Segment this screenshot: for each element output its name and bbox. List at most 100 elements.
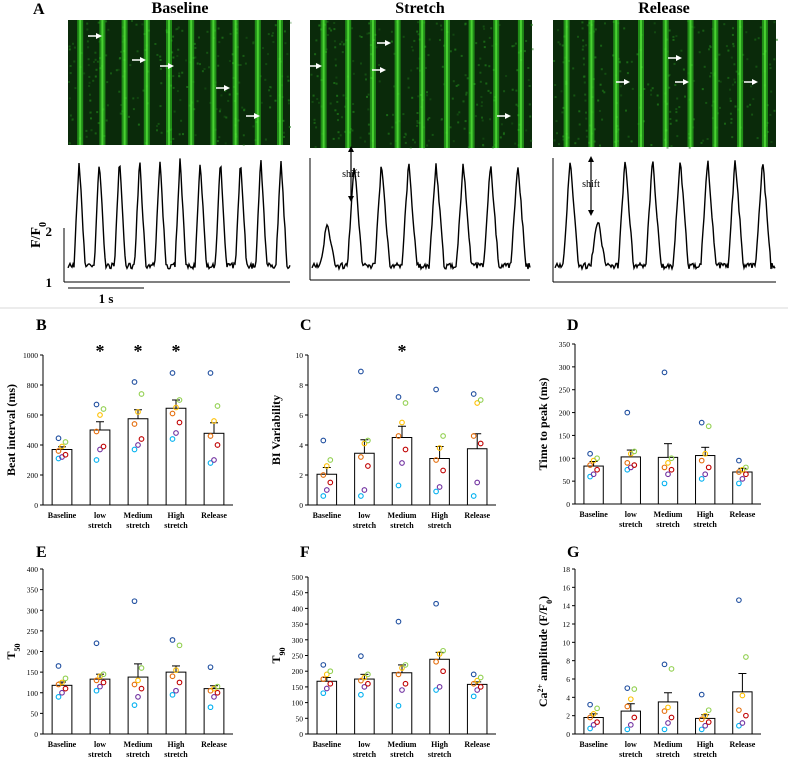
confocal-noise: [673, 62, 676, 65]
data-point: [320, 690, 327, 697]
category-label-3-line2: stretch: [164, 521, 188, 530]
confocal-noise: [475, 42, 478, 45]
confocal-noise: [176, 90, 179, 93]
confocal-noise: [282, 119, 285, 122]
confocal-noise: [491, 44, 494, 47]
confocal-noise: [675, 111, 678, 114]
data-point: [97, 683, 103, 690]
data-point: [323, 463, 330, 469]
bar-3: [695, 455, 716, 505]
confocal-noise: [204, 87, 207, 90]
data-point: [62, 685, 69, 692]
confocal-noise: [115, 69, 118, 72]
confocal-noise: [558, 143, 560, 146]
confocal-noise: [746, 105, 749, 108]
confocal-noise: [87, 64, 90, 67]
confocal-noise: [366, 95, 368, 98]
confocal-noise: [523, 50, 526, 53]
category-label-0: Baseline: [48, 511, 77, 520]
confocal-noise: [514, 42, 517, 45]
confocal-stripe-core: [664, 20, 667, 147]
data-point: [698, 457, 705, 464]
confocal-stripe-core: [714, 20, 717, 147]
confocal-stripe-core: [279, 20, 281, 145]
confocal-noise: [272, 32, 274, 35]
confocal-noise: [489, 118, 492, 121]
confocal-noise: [402, 113, 405, 116]
confocal-noise: [474, 115, 477, 118]
confocal-noise: [729, 112, 732, 115]
y-tick-label: 300: [559, 363, 571, 372]
data-point: [477, 674, 484, 681]
confocal-noise: [89, 111, 92, 114]
y-tick-label: 150: [292, 683, 304, 692]
confocal-noise: [577, 35, 579, 38]
category-label-3-line2: stretch: [428, 750, 452, 757]
arrow-head: [624, 79, 630, 85]
data-point: [395, 618, 402, 625]
confocal-noise: [86, 22, 89, 25]
confocal-noise: [316, 98, 319, 100]
panel-a-letter: A: [33, 1, 45, 18]
data-point: [358, 454, 364, 460]
confocal-noise: [676, 97, 679, 100]
category-label-2: Medium: [654, 510, 683, 519]
data-point: [365, 671, 371, 678]
confocal-noise: [269, 94, 272, 97]
confocal-noise: [156, 53, 159, 56]
confocal-noise: [449, 50, 452, 53]
confocal-noise: [367, 123, 370, 126]
confocal-noise: [482, 137, 485, 140]
confocal-noise: [562, 138, 565, 141]
confocal-noise: [336, 113, 339, 115]
data-point: [320, 493, 327, 499]
data-point: [661, 661, 668, 668]
confocal-noise: [462, 100, 465, 103]
confocal-noise: [651, 87, 654, 90]
confocal-noise: [284, 42, 287, 45]
data-point: [474, 400, 481, 406]
confocal-noise: [289, 21, 292, 24]
data-point: [358, 493, 364, 499]
data-point: [327, 668, 334, 675]
bar-3: [695, 717, 716, 735]
confocal-noise: [710, 72, 713, 75]
confocal-noise: [527, 67, 530, 69]
confocal-noise: [311, 100, 314, 103]
stretch-trace: [311, 163, 531, 271]
confocal-noise: [264, 78, 267, 81]
confocal-stripe-core: [689, 20, 692, 147]
data-point: [131, 421, 138, 427]
category-label-4: Release: [464, 511, 490, 520]
category-label-2: Medium: [388, 740, 417, 749]
data-point: [594, 466, 600, 473]
data-point: [395, 671, 402, 678]
confocal-noise: [702, 29, 705, 32]
confocal-noise: [89, 99, 92, 102]
category-label-1: low: [625, 510, 637, 519]
shift-arrow-head-up: [348, 146, 354, 152]
data-point: [440, 647, 446, 654]
confocal-noise: [271, 34, 274, 37]
data-point: [477, 440, 484, 447]
confocal-noise: [581, 48, 584, 51]
data-point: [661, 369, 668, 376]
confocal-noise: [328, 27, 331, 30]
data-point: [327, 680, 334, 687]
category-label-3: High: [168, 740, 185, 749]
confocal-noise: [89, 111, 92, 114]
confocal-noise: [465, 91, 468, 94]
confocal-noise: [559, 43, 562, 46]
category-label-1: low: [94, 511, 106, 520]
confocal-noise: [503, 90, 506, 93]
confocal-noise: [693, 118, 695, 121]
confocal-noise: [626, 72, 629, 75]
confocal-noise: [85, 135, 88, 138]
confocal-noise: [440, 24, 443, 27]
category-label-1-line2: stretch: [353, 521, 377, 530]
confocal-noise: [577, 137, 580, 140]
confocal-noise: [643, 88, 646, 90]
confocal-noise: [129, 64, 132, 67]
confocal-noise: [417, 21, 419, 24]
confocal-noise: [314, 146, 317, 149]
